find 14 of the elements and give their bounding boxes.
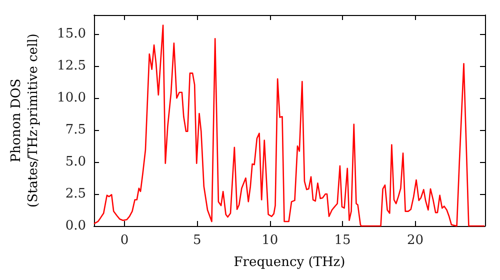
y-tick-label: 2.5 [65,186,86,202]
y-tick-label: 0.0 [65,218,86,234]
x-axis-title: Frequency (THz) [234,255,346,270]
y-tick-label: 7.5 [65,122,86,138]
x-tick-label: 20 [406,233,424,248]
x-tick-label: 10 [262,233,278,248]
y-tick-label: 15.0 [57,26,86,42]
x-tick-label: 15 [334,233,351,248]
y-tick-label: 12.5 [57,58,86,74]
y-tick-label: 5.0 [65,154,86,170]
y-tick-label: 10.0 [57,90,86,106]
x-tick-label: 0 [120,233,129,248]
x-tick-label: 5 [193,233,202,248]
y-axis-title: Phonon DOS (States/THz·primitive cell) [9,33,41,208]
